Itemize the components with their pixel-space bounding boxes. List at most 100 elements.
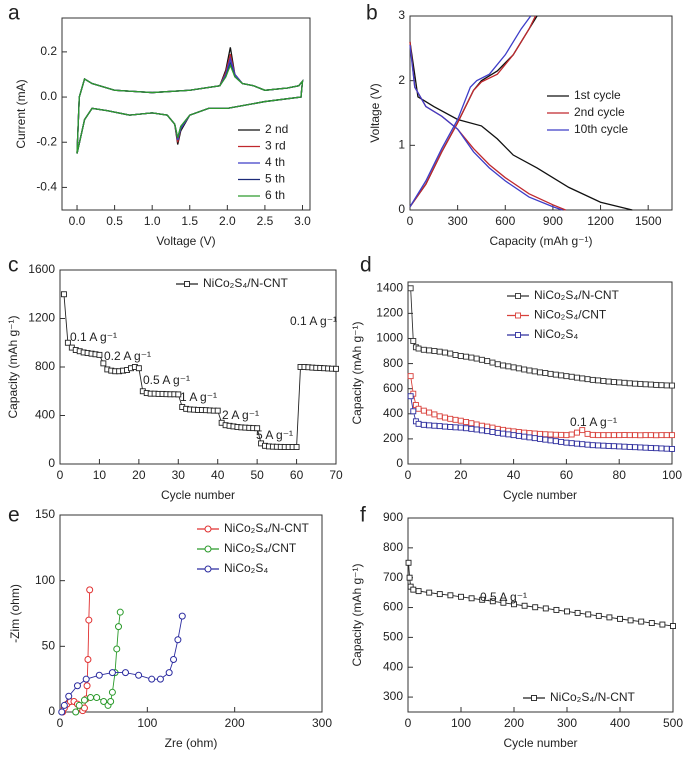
y-tick-label: 50 [42, 639, 56, 653]
data-point [647, 381, 654, 388]
series-line [409, 15, 563, 211]
data-point [626, 380, 633, 387]
panel-label: a [8, 2, 20, 25]
data-point [489, 598, 496, 605]
data-point [526, 367, 533, 374]
legend-label: 3 rd [265, 139, 286, 153]
data-point [415, 405, 422, 412]
data-point [100, 360, 107, 367]
x-tick-label: 2.5 [257, 214, 274, 228]
legend-marker [515, 312, 521, 319]
data-point [558, 431, 565, 438]
data-point [58, 708, 66, 716]
y-tick-label: 1200 [376, 306, 403, 320]
series-line [76, 47, 304, 154]
data-point [410, 338, 417, 344]
legend-label: NiCo₂S₄/N-CNT [224, 521, 310, 535]
legend-label: NiCo₂S₄ [224, 561, 268, 575]
data-point [410, 586, 417, 593]
x-tick-label: 100 [137, 716, 157, 730]
data-point [531, 368, 538, 375]
x-tick-label: 60 [290, 468, 304, 482]
data-point [505, 363, 512, 370]
data-point [156, 675, 164, 683]
x-tick-label: 500 [663, 716, 683, 730]
x-tick-label: 0 [57, 716, 64, 730]
data-point [100, 697, 108, 705]
data-point [626, 443, 633, 450]
data-point [108, 669, 116, 677]
y-tick-label: 400 [383, 406, 403, 420]
data-point [447, 350, 454, 357]
data-point [510, 432, 517, 439]
x-tick-label: 0 [57, 468, 64, 482]
data-point [564, 608, 570, 615]
y-tick-label: -0.2 [36, 134, 57, 148]
legend-label: NiCo₂S₄/CNT [224, 541, 297, 555]
data-point [663, 445, 670, 452]
data-point [621, 443, 628, 450]
data-point [621, 379, 628, 386]
y-tick-label: 800 [383, 356, 403, 370]
data-point [626, 432, 633, 439]
data-point [500, 430, 506, 437]
y-tick-label: 0 [398, 202, 405, 216]
y-tick-label: 1200 [28, 311, 55, 325]
data-point [174, 636, 182, 644]
x-tick-label: 70 [329, 468, 343, 482]
data-point [108, 688, 116, 696]
y-tick-label: 0.2 [40, 44, 57, 58]
data-point [600, 432, 607, 439]
x-axis-title: Cycle number [503, 488, 577, 502]
x-tick-label: 60 [560, 468, 574, 482]
data-point [468, 420, 475, 427]
data-point [73, 682, 81, 690]
data-point [589, 442, 596, 449]
legend-label: 10th cycle [574, 122, 628, 136]
data-point [638, 618, 645, 625]
legend-marker [204, 545, 212, 553]
x-tick-label: 0.5 [106, 214, 123, 228]
data-point [574, 440, 580, 447]
data-point [574, 429, 580, 436]
data-point [558, 438, 565, 445]
series-line [76, 63, 304, 154]
data-point [407, 373, 414, 380]
y-axis-title: Capacity (mAh g⁻¹) [350, 563, 364, 666]
data-point [175, 391, 182, 398]
data-point [589, 376, 596, 383]
data-point [521, 602, 528, 609]
data-point [406, 574, 413, 581]
data-point [436, 423, 443, 430]
y-tick-label: 1400 [376, 280, 403, 294]
data-point [610, 443, 617, 450]
y-tick-label: 1 [398, 138, 405, 152]
legend-label: NiCo₂S₄ [534, 327, 578, 341]
data-point [489, 359, 496, 366]
data-point [616, 432, 623, 439]
x-tick-label: 900 [543, 214, 563, 228]
data-point [515, 432, 522, 439]
data-point [647, 432, 654, 439]
data-point [442, 414, 448, 421]
data-point [505, 431, 512, 438]
y-tick-label: 400 [383, 659, 403, 673]
data-point [72, 708, 80, 716]
data-point [659, 621, 666, 628]
data-point [585, 611, 592, 618]
data-point [122, 669, 129, 677]
data-point [420, 421, 427, 428]
y-tick-label: 900 [383, 510, 403, 524]
data-point [658, 432, 665, 439]
legend-label: 4 th [265, 155, 285, 169]
series-line [409, 15, 566, 211]
x-axis-title: Capacity (mAh g⁻¹) [489, 234, 592, 248]
data-point [542, 370, 549, 376]
data-point [510, 364, 517, 371]
data-point [484, 358, 491, 365]
data-point [415, 420, 422, 427]
data-point [669, 445, 675, 452]
x-tick-label: 50 [250, 468, 264, 482]
y-tick-label: 100 [35, 573, 55, 587]
data-point [595, 442, 602, 449]
